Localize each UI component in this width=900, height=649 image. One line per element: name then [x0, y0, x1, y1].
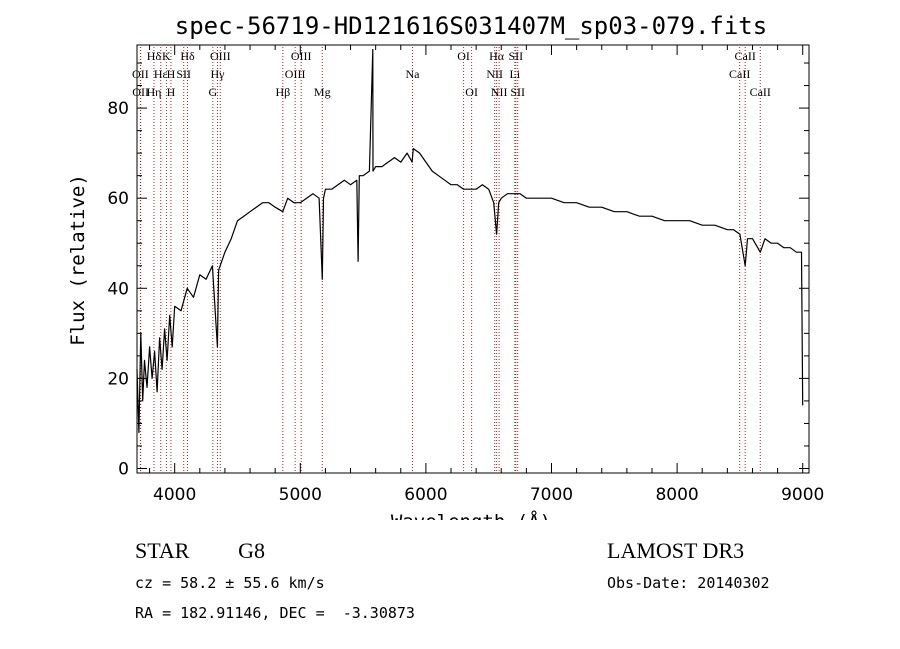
y-axis: 0 20 40 60 80: [107, 62, 809, 479]
survey-name: LAMOST DR3: [607, 538, 745, 563]
line-label-19: OI: [465, 85, 478, 99]
line-label-28: CaII: [750, 85, 771, 99]
line-label-14: OIII: [291, 49, 312, 63]
chart-title: spec-56719-HD121616S031407M_sp03-079.fit…: [175, 12, 767, 40]
classification: STAR G8: [135, 538, 307, 564]
x-axis: 4000 5000 6000 7000 8000 9000: [149, 45, 824, 505]
line-label-8: Hδ: [180, 49, 195, 63]
line-markers: [139, 47, 761, 472]
line-label-10: OIII: [210, 49, 231, 63]
line-label-9: SII: [176, 67, 191, 81]
series-group: [136, 48, 804, 434]
line-label-23: Li: [509, 67, 520, 81]
y-tick-label-2: 40: [107, 279, 129, 299]
object-class: STAR: [135, 538, 190, 563]
coordinates: RA = 182.91146, DEC = -3.30873: [135, 604, 415, 622]
line-label-15: OIII: [285, 67, 306, 81]
x-tick-label-1: 5000: [279, 485, 322, 505]
line-label-27: CaII: [729, 67, 750, 81]
spectral-subclass: G8: [238, 538, 265, 563]
x-tick-label-0: 4000: [153, 485, 196, 505]
line-label-22: NII: [486, 67, 503, 81]
line-label-26: CaII: [735, 49, 756, 63]
line-label-13: Hβ: [275, 85, 290, 99]
line-label-4: Hη: [146, 85, 161, 99]
x-tick-label-4: 8000: [655, 485, 698, 505]
line-label-16: Mg: [314, 85, 331, 99]
y-tick-label-0: 0: [118, 459, 129, 479]
line-label-11: Hγ: [211, 67, 226, 81]
line-label-0: Hδ: [147, 49, 162, 63]
line-label-21: SII: [508, 49, 523, 63]
y-axis-label: Flux (relative): [67, 174, 89, 346]
plot-frame: [136, 44, 810, 474]
x-tick-label-5: 9000: [781, 485, 824, 505]
line-label-3: Hε: [154, 67, 168, 81]
line-label-12: G: [209, 85, 218, 99]
line-label-20: Hα: [489, 49, 505, 63]
line-label-6: H: [167, 67, 176, 81]
series-line-flux: [136, 48, 804, 434]
y-tick-label-4: 80: [107, 99, 129, 119]
y-tick-label-1: 20: [107, 369, 129, 389]
x-tick-label-3: 7000: [530, 485, 573, 505]
line-label-2: OII: [132, 85, 149, 99]
obs-date: Obs-Date: 20140302: [607, 574, 770, 592]
redshift-line: cz = 58.2 ± 55.6 km/s: [135, 574, 325, 592]
x-tick-label-2: 6000: [404, 485, 447, 505]
line-label-5: K: [162, 49, 171, 63]
line-label-1: OII: [132, 67, 149, 81]
line-label-24: NII: [491, 85, 508, 99]
line-label-25: SII: [510, 85, 525, 99]
spectrum-chart: spec-56719-HD121616S031407M_sp03-079.fit…: [67, 12, 824, 520]
y-tick-label-3: 60: [107, 189, 129, 209]
x-axis-label: Wavelength (Å): [391, 510, 551, 520]
line-label-7: H: [167, 85, 176, 99]
line-label-18: OI: [457, 49, 470, 63]
line-label-17: Na: [405, 67, 420, 81]
